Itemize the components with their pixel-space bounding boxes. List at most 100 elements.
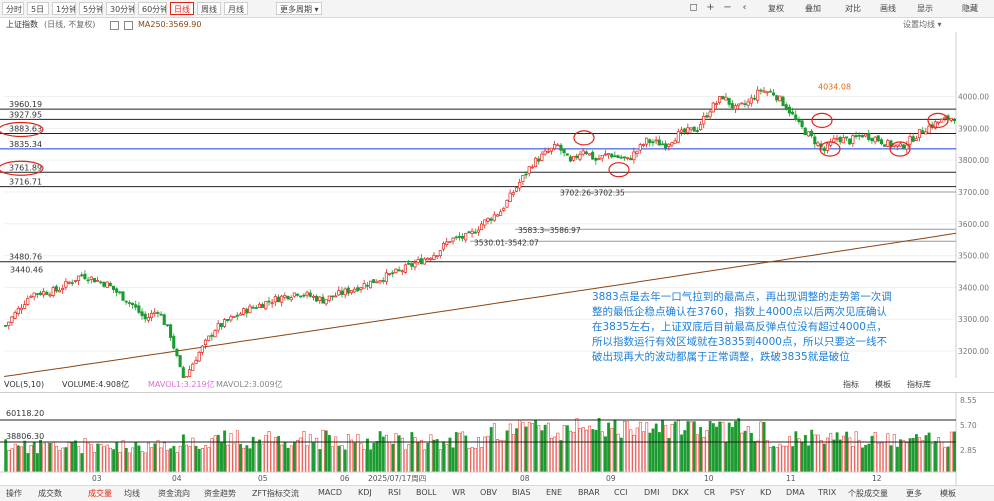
volume-bar <box>937 437 941 473</box>
candle-body <box>108 282 112 287</box>
candle-body <box>362 283 366 289</box>
price-chart[interactable]: 4000.00 3900.00 3800.00 3700.00 3600.00 3500.… <box>0 32 994 378</box>
close-icon[interactable] <box>110 21 119 30</box>
indicator-tab[interactable]: DKX <box>672 488 689 497</box>
candle-body <box>242 308 246 315</box>
candle-body <box>276 296 281 303</box>
indicator-tab[interactable]: 资金趋势 <box>204 489 236 498</box>
volume-bar <box>594 429 598 473</box>
timeframe-tab[interactable]: 60分钟 <box>138 2 167 15</box>
timeframe-tab[interactable]: 30分钟 <box>106 2 135 15</box>
indicator-tab[interactable]: 成交量 <box>88 489 112 498</box>
toolbar-menu-item[interactable]: 叠加 <box>805 4 821 13</box>
candle-body <box>121 291 125 301</box>
timeframe-tab[interactable]: 1分钟 <box>52 2 76 15</box>
volume-bar <box>213 435 217 473</box>
candle-body <box>603 153 607 156</box>
volume-bar <box>458 432 461 473</box>
indicator-tab[interactable]: 均线 <box>124 489 140 498</box>
timeframe-tab[interactable]: 分时 <box>2 2 24 15</box>
volume-bar <box>648 432 652 473</box>
timeframe-tab[interactable]: 5日 <box>27 2 49 15</box>
candle-body <box>86 279 90 282</box>
candle-body <box>553 144 557 149</box>
indicator-tab[interactable]: KD <box>760 488 772 497</box>
indicator-tab[interactable]: 操作 <box>6 489 22 498</box>
volume-bar <box>772 445 776 473</box>
candle-body <box>422 258 427 265</box>
volume-bar <box>385 434 388 473</box>
timeframe-tab[interactable]: 日线 <box>170 2 194 15</box>
more-periods-dropdown[interactable]: 更多周期 ▾ <box>276 2 322 15</box>
toolbar-menu-item[interactable]: 复权 <box>768 4 784 13</box>
indicator-tab[interactable]: ZFT指标交流 <box>252 489 299 498</box>
toolbar-menu-item[interactable]: 对比 <box>845 4 861 13</box>
settings-icon[interactable] <box>124 21 133 30</box>
volume-bar <box>229 432 233 473</box>
volume-bar <box>569 430 572 473</box>
timeframe-tab[interactable]: 周线 <box>197 2 221 15</box>
indicator-tab[interactable]: BRAR <box>578 488 600 497</box>
volume-bar <box>308 434 312 473</box>
settings-ma-button[interactable]: 设置均线 ▾ <box>903 20 942 29</box>
volume-bar <box>746 426 750 473</box>
indicator-tab[interactable]: ENE <box>546 488 563 497</box>
volume-bar <box>616 433 620 473</box>
candle-body <box>299 295 303 298</box>
indicator-tab[interactable]: 资金流向 <box>158 489 190 498</box>
indicator-tab[interactable]: 个股成交量 <box>848 489 888 498</box>
indicator-tab[interactable]: 成交数 <box>38 489 62 498</box>
template-button[interactable]: 模板 <box>875 380 891 389</box>
volume-bar <box>496 439 499 473</box>
volume-level-label: 38806.30 <box>6 432 44 441</box>
candle-body <box>143 313 147 320</box>
candle-body <box>657 139 661 146</box>
volume-legend-item: MAVOL2:3.009亿 <box>216 380 283 389</box>
volume-bar <box>664 425 668 473</box>
timeframe-tab[interactable]: 月线 <box>224 2 248 15</box>
timeframe-tab[interactable]: 5分钟 <box>79 2 103 15</box>
toolbar-menu-item[interactable]: 画线 <box>880 4 896 13</box>
hide-button[interactable]: 隐藏 <box>962 4 978 13</box>
indicator-tab[interactable]: BIAS <box>512 488 531 497</box>
volume-bar <box>169 448 173 473</box>
candle-body <box>232 316 236 318</box>
indicator-tab[interactable]: OBV <box>480 488 498 497</box>
indicator-button[interactable]: 指标 <box>843 380 859 389</box>
volume-bar <box>340 445 344 473</box>
indicator-tab[interactable]: WR <box>452 488 466 497</box>
indicator-library-button[interactable]: 指标库 <box>907 380 931 389</box>
volume-chart[interactable]: 60118.20 38806.30 8.55 5.70 2.85 03 04 05 06 2025… <box>0 392 994 485</box>
candle-body <box>188 369 192 377</box>
indicator-tab[interactable]: DMA <box>786 488 805 497</box>
template-tab[interactable]: 模板 <box>940 489 956 498</box>
candle-body <box>238 313 242 316</box>
arrow-left-icon[interactable]: ‹ <box>742 2 747 13</box>
indicator-tab[interactable]: RSI <box>388 488 401 497</box>
toolbar-menu-item[interactable]: 显示 <box>917 4 933 13</box>
candle-body <box>803 127 807 136</box>
zoom-out-icon[interactable]: − <box>723 2 732 13</box>
indicator-tab[interactable]: MACD <box>318 488 342 497</box>
indicator-tab[interactable]: TRIX <box>818 488 837 497</box>
indicator-tab[interactable]: KDJ <box>358 488 372 497</box>
volume-bar <box>4 439 8 473</box>
volume-bar <box>143 452 147 473</box>
candle-body <box>711 102 715 113</box>
candle-body <box>857 134 861 137</box>
fit-icon[interactable]: ◻ <box>689 2 698 13</box>
high-label: 4034.08 <box>818 83 851 92</box>
candle-body <box>13 312 17 319</box>
indicator-tab[interactable]: DMI <box>644 488 660 497</box>
indicator-tab[interactable]: BOLL <box>416 488 437 497</box>
volume-bar <box>175 452 179 473</box>
indicator-tab[interactable]: PSY <box>730 488 745 497</box>
indicator-tab[interactable]: CCI <box>614 488 628 497</box>
candle-body <box>908 136 912 145</box>
volume-bar <box>426 442 430 473</box>
more-button[interactable]: 更多 <box>906 489 922 498</box>
zoom-in-icon[interactable]: + <box>706 2 715 13</box>
price-axis-label: 3900.00 <box>958 124 989 133</box>
indicator-tab[interactable]: CR <box>704 488 716 497</box>
candle-body <box>600 155 604 159</box>
